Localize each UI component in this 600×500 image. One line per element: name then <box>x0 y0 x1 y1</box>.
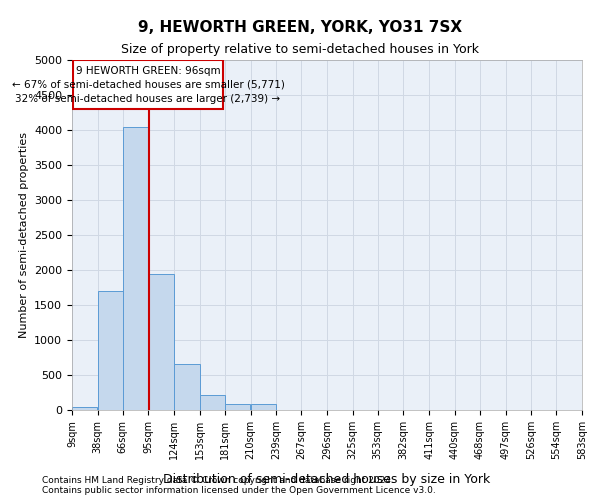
Y-axis label: Number of semi-detached properties: Number of semi-detached properties <box>19 132 29 338</box>
Bar <box>148 274 174 410</box>
FancyBboxPatch shape <box>73 60 223 109</box>
Text: ← 67% of semi-detached houses are smaller (5,771): ← 67% of semi-detached houses are smalle… <box>11 80 284 90</box>
Text: 9, HEWORTH GREEN, YORK, YO31 7SX: 9, HEWORTH GREEN, YORK, YO31 7SX <box>138 20 462 35</box>
Text: Size of property relative to semi-detached houses in York: Size of property relative to semi-detach… <box>121 42 479 56</box>
Bar <box>98 291 123 410</box>
Bar <box>122 126 148 410</box>
Bar <box>174 364 199 410</box>
Text: 9 HEWORTH GREEN: 96sqm: 9 HEWORTH GREEN: 96sqm <box>76 66 220 76</box>
X-axis label: Distribution of semi-detached houses by size in York: Distribution of semi-detached houses by … <box>163 473 491 486</box>
Text: Contains public sector information licensed under the Open Government Licence v3: Contains public sector information licen… <box>42 486 436 495</box>
Text: Contains HM Land Registry data © Crown copyright and database right 2024.: Contains HM Land Registry data © Crown c… <box>42 476 394 485</box>
Bar <box>72 406 97 410</box>
Bar <box>251 404 276 410</box>
Bar <box>225 404 250 410</box>
Text: 32% of semi-detached houses are larger (2,739) →: 32% of semi-detached houses are larger (… <box>16 94 281 104</box>
Bar <box>200 394 225 410</box>
